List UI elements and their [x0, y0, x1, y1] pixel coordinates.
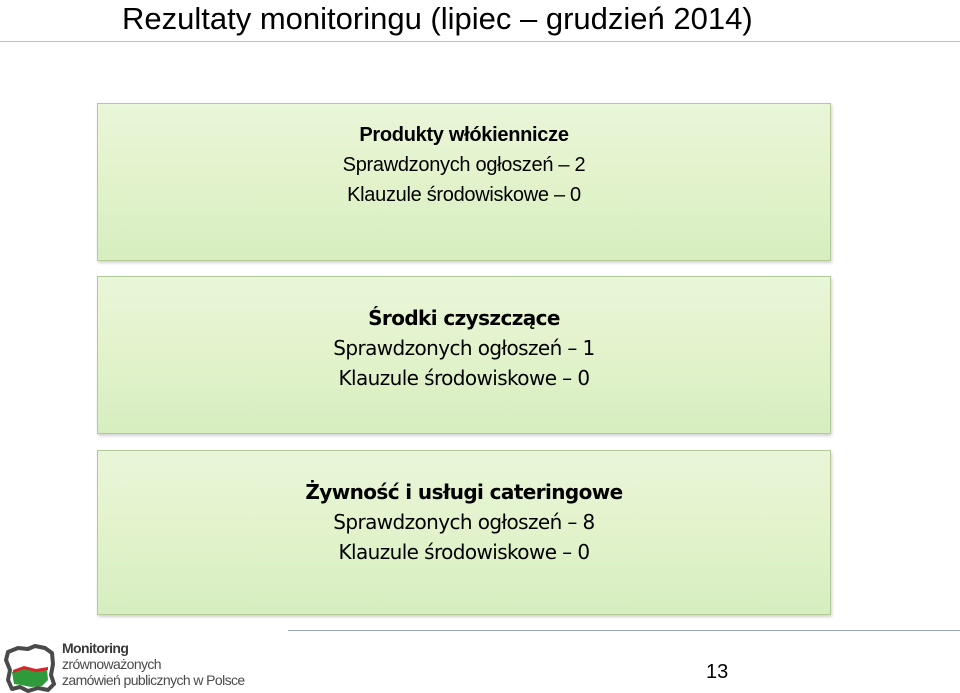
box-heading: Środki czyszczące	[368, 306, 560, 330]
logo-line-2: zrównoważonych	[62, 656, 162, 672]
checked-notices-count: Sprawdzonych ogłoszeń – 8	[333, 509, 595, 534]
logo-line-3: zamówień publicznych w Polsce	[62, 672, 245, 688]
checked-notices-count: Sprawdzonych ogłoszeń – 2	[342, 153, 586, 176]
box-heading: Żywność i usługi cateringowe	[305, 479, 623, 504]
logo-line-1: Monitoring	[62, 640, 129, 656]
environmental-clauses-count: Klauzule środowiskowe – 0	[338, 366, 591, 390]
logo-text: Monitoring zrównoważonych zamówień publi…	[62, 640, 245, 688]
monitoring-logo: Monitoring zrównoważonych zamówień publi…	[4, 640, 304, 693]
slide-title: Rezultaty monitoringu (lipiec – grudzień…	[122, 1, 753, 36]
page-number: 13	[706, 661, 729, 683]
box-heading: Produkty włókiennicze	[359, 123, 569, 146]
environmental-clauses-count: Klauzule środowiskowe – 0	[347, 183, 581, 206]
category-box-textiles: Produkty włókiennicze Sprawdzonych ogłos…	[97, 103, 831, 261]
poland-map-icon	[4, 644, 56, 693]
title-divider	[0, 41, 960, 42]
environmental-clauses-count: Klauzule środowiskowe – 0	[338, 539, 591, 564]
category-box-food-catering: Żywność i usługi cateringowe Sprawdzonyc…	[97, 450, 831, 615]
category-box-cleaning-products: Środki czyszczące Sprawdzonych ogłoszeń …	[97, 276, 831, 434]
checked-notices-count: Sprawdzonych ogłoszeń – 1	[333, 336, 595, 360]
footer-divider	[288, 630, 960, 631]
